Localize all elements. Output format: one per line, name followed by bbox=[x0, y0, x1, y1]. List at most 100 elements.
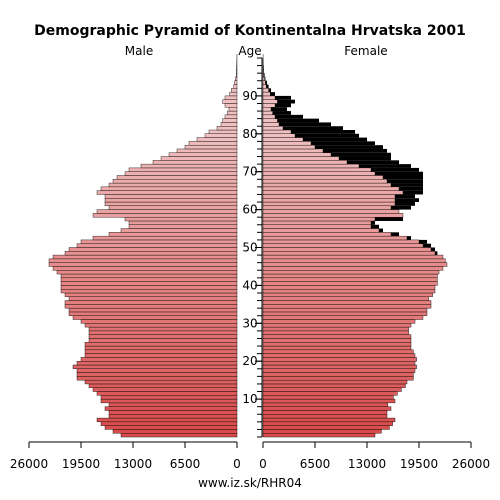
male-bar-age-9 bbox=[100, 398, 238, 404]
female-bar-age-57 bbox=[262, 216, 376, 222]
female-excess-age-68 bbox=[383, 175, 423, 180]
female-bar-age-5 bbox=[262, 414, 388, 419]
female-bar-age-23 bbox=[262, 345, 412, 351]
female-excess-age-62 bbox=[395, 198, 419, 203]
source-label: www.iz.sk/RHR04 bbox=[198, 476, 302, 490]
male-bar-age-36 bbox=[68, 296, 238, 301]
female-bar-age-86 bbox=[262, 107, 272, 112]
female-bar-age-28 bbox=[262, 326, 409, 332]
female-bar-age-1 bbox=[262, 429, 382, 434]
male-bar-age-68 bbox=[116, 175, 238, 180]
female-bar-age-27 bbox=[262, 330, 409, 335]
female-bar-age-2 bbox=[262, 425, 390, 430]
male-bar-age-8 bbox=[108, 402, 238, 407]
female-bar-age-91 bbox=[262, 88, 269, 93]
male-bar-age-42 bbox=[60, 273, 238, 279]
male-bar-age-11 bbox=[96, 391, 238, 396]
female-bar-age-18 bbox=[262, 364, 417, 369]
female-excess-age-70 bbox=[371, 167, 419, 172]
female-excess-age-86 bbox=[271, 107, 287, 112]
female-bar-age-82 bbox=[262, 122, 280, 127]
male-bar-age-5 bbox=[108, 414, 238, 419]
female-bar-age-12 bbox=[262, 387, 402, 392]
age-label: Age bbox=[238, 44, 261, 58]
female-bar-age-47 bbox=[262, 254, 444, 260]
female-bar-age-11 bbox=[262, 391, 398, 396]
female-excess-age-53 bbox=[391, 232, 399, 237]
female-excess-age-88 bbox=[277, 99, 295, 104]
male-bar-age-14 bbox=[84, 379, 238, 385]
male-bar-age-25 bbox=[88, 338, 238, 343]
male-bar-age-52 bbox=[92, 235, 238, 241]
male-bar-age-91 bbox=[231, 88, 238, 93]
female-bar-age-8 bbox=[262, 402, 389, 407]
female-bar-age-76 bbox=[262, 144, 316, 150]
male-bar-age-74 bbox=[168, 152, 238, 157]
female-bar-age-25 bbox=[262, 338, 412, 343]
female-bar-age-35 bbox=[262, 300, 432, 305]
female-bar-age-95 bbox=[262, 72, 265, 78]
female-excess-age-85 bbox=[272, 111, 291, 115]
female-bar-age-37 bbox=[262, 292, 433, 297]
female-bar-age-78 bbox=[262, 137, 304, 142]
male-bar-age-86 bbox=[228, 107, 238, 112]
male-bar-age-43 bbox=[56, 270, 238, 275]
female-bar-age-41 bbox=[262, 277, 438, 282]
female-bar-age-50 bbox=[262, 243, 424, 248]
male-bar-age-13 bbox=[88, 383, 238, 388]
female-bar-age-14 bbox=[262, 379, 408, 385]
female-excess-age-63 bbox=[395, 194, 415, 199]
female-bar-age-71 bbox=[262, 163, 360, 169]
female-bar-age-3 bbox=[262, 421, 393, 426]
female-excess-age-67 bbox=[387, 179, 423, 184]
female-bar-age-44 bbox=[262, 266, 444, 271]
male-bar-age-89 bbox=[224, 95, 238, 100]
female-bar-age-89 bbox=[262, 95, 276, 100]
female-excess-age-49 bbox=[431, 247, 435, 252]
female-bar-age-32 bbox=[262, 311, 428, 316]
male-bar-age-60 bbox=[108, 205, 238, 210]
male-bar-age-81 bbox=[216, 126, 238, 131]
male-bar-age-32 bbox=[68, 311, 238, 316]
male-bar-age-31 bbox=[72, 315, 238, 320]
female-label: Female bbox=[344, 44, 387, 58]
chart-title: Demographic Pyramid of Kontinentalna Hrv… bbox=[34, 23, 466, 39]
male-bar-age-19 bbox=[76, 361, 238, 366]
male-x-tick-label: 13000 bbox=[114, 457, 152, 471]
male-bar-age-80 bbox=[208, 129, 238, 134]
female-bar-age-55 bbox=[262, 224, 372, 229]
female-excess-age-72 bbox=[347, 160, 399, 165]
x-ticks: 26000 19500 13000 6500 0 0 6500 13000 19500 26000 bbox=[10, 442, 490, 471]
female-x-tick-label: 13000 bbox=[348, 457, 386, 471]
female-bar-age-42 bbox=[262, 273, 438, 279]
male-bar-age-58 bbox=[92, 213, 238, 218]
female-excess-age-89 bbox=[275, 95, 291, 100]
male-bar-age-92 bbox=[233, 84, 238, 89]
male-bar-age-2 bbox=[104, 425, 238, 430]
male-bar-age-76 bbox=[184, 144, 238, 150]
male-bar-age-72 bbox=[152, 160, 238, 165]
male-bar-age-63 bbox=[104, 194, 238, 199]
female-x-tick-label: 6500 bbox=[300, 457, 331, 471]
age-ticks: 10 20 30 40 50 60 70 80 90 bbox=[242, 57, 262, 438]
female-bar-age-43 bbox=[262, 270, 440, 275]
male-bar-age-30 bbox=[80, 319, 238, 324]
male-bar-age-24 bbox=[84, 342, 238, 347]
female-excess-age-76 bbox=[315, 145, 383, 149]
female-bar-age-64 bbox=[262, 190, 404, 195]
male-bar-age-26 bbox=[88, 334, 238, 339]
female-bar-age-83 bbox=[262, 118, 278, 123]
female-bar-age-61 bbox=[262, 201, 396, 207]
female-excess-age-73 bbox=[339, 156, 391, 161]
female-bar-age-4 bbox=[262, 417, 396, 423]
male-bar-age-66 bbox=[108, 182, 238, 188]
male-bar-age-22 bbox=[84, 349, 238, 354]
male-bar-age-39 bbox=[60, 285, 238, 290]
female-excess-age-79 bbox=[295, 133, 359, 138]
female-excess-age-91 bbox=[268, 88, 271, 93]
male-bar-age-54 bbox=[120, 228, 238, 233]
female-excess-age-64 bbox=[403, 190, 423, 195]
male-bar-age-18 bbox=[72, 364, 238, 369]
male-bar-age-85 bbox=[227, 110, 238, 116]
female-excess-age-78 bbox=[303, 137, 367, 142]
